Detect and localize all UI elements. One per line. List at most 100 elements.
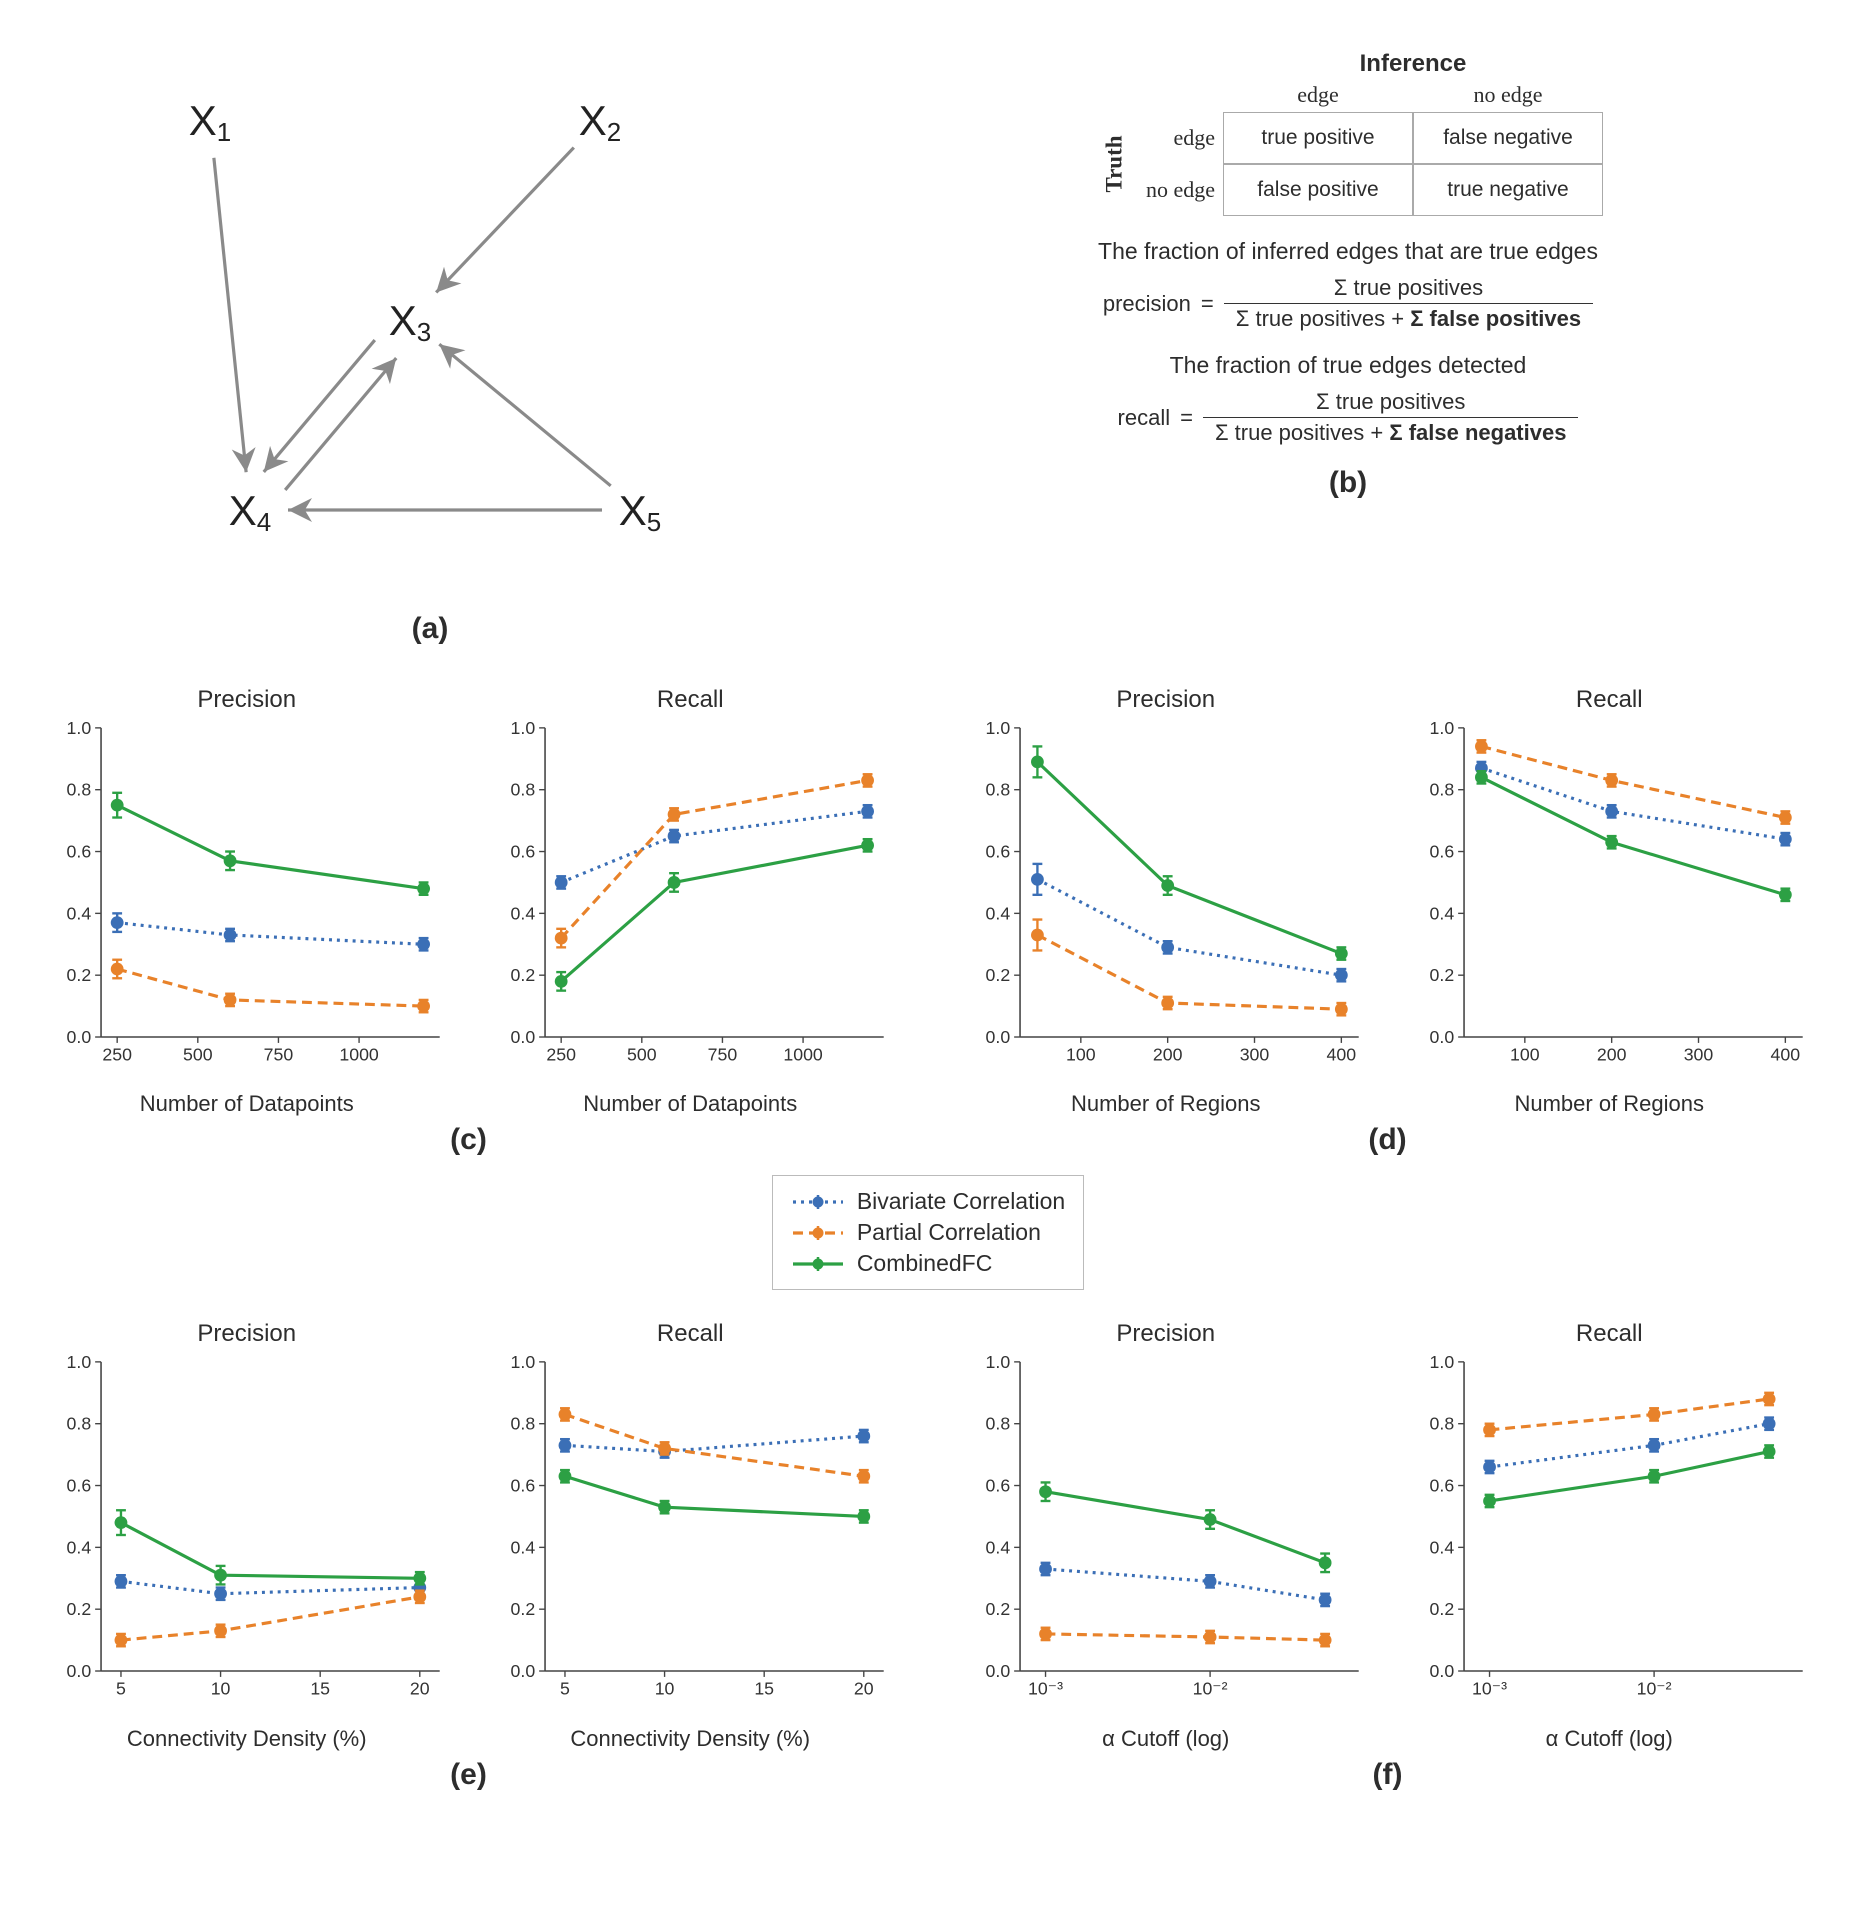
equals-sign: = xyxy=(1201,291,1214,317)
legend: Bivariate Correlation Partial Correlation… xyxy=(772,1175,1084,1290)
svg-text:0.0: 0.0 xyxy=(67,1661,92,1681)
confusion-row-1: no edge xyxy=(1137,164,1223,216)
svg-text:0.8: 0.8 xyxy=(1429,780,1454,800)
svg-text:0.4: 0.4 xyxy=(1429,1538,1454,1558)
svg-text:0.6: 0.6 xyxy=(1429,1476,1454,1496)
confusion-row-0: edge xyxy=(1137,112,1223,164)
svg-text:0.8: 0.8 xyxy=(986,1414,1011,1434)
confusion-cell-10: false positive xyxy=(1223,164,1413,216)
recall-formula: The fraction of true edges detected reca… xyxy=(880,352,1816,448)
confusion-cell-00: true positive xyxy=(1223,112,1413,164)
panel-e: Precision 0.00.20.40.60.81.05101520 Conn… xyxy=(40,1320,897,1791)
chart-title: Recall xyxy=(484,686,898,714)
plot: 0.00.20.40.60.81.010⁻³10⁻² xyxy=(1403,1354,1817,1718)
svg-text:5: 5 xyxy=(116,1679,126,1699)
svg-text:20: 20 xyxy=(410,1679,430,1699)
panel-e-label: (e) xyxy=(40,1758,897,1792)
x-axis-label: Number of Regions xyxy=(1403,1091,1817,1117)
svg-text:0.4: 0.4 xyxy=(1429,903,1454,923)
svg-text:0.2: 0.2 xyxy=(67,965,92,985)
svg-text:0.6: 0.6 xyxy=(986,842,1011,862)
svg-text:250: 250 xyxy=(102,1045,132,1065)
svg-text:X3: X3 xyxy=(389,297,431,348)
svg-text:1000: 1000 xyxy=(783,1045,823,1065)
legend-item: Partial Correlation xyxy=(791,1217,1065,1248)
svg-text:500: 500 xyxy=(183,1045,213,1065)
svg-text:0.2: 0.2 xyxy=(510,965,535,985)
confusion-matrix: Inference edge no edge Truth edge no e xyxy=(880,50,1816,216)
svg-text:0.2: 0.2 xyxy=(1429,1599,1454,1619)
svg-text:200: 200 xyxy=(1153,1045,1183,1065)
confusion-row-title: Truth xyxy=(1093,112,1137,216)
confusion-col-1: no edge xyxy=(1413,78,1603,112)
legend-label: Bivariate Correlation xyxy=(857,1188,1065,1215)
x-axis-label: Number of Datapoints xyxy=(484,1091,898,1117)
precision-denominator: Σ true positives + Σ false positives xyxy=(1224,303,1593,334)
svg-text:0.6: 0.6 xyxy=(510,1476,535,1496)
svg-text:0.4: 0.4 xyxy=(986,1538,1011,1558)
legend-item: CombinedFC xyxy=(791,1248,1065,1279)
svg-text:200: 200 xyxy=(1596,1045,1626,1065)
chart-d-precision: Precision 0.00.20.40.60.81.0100200300400… xyxy=(959,686,1373,1117)
svg-text:X2: X2 xyxy=(579,97,621,148)
svg-text:750: 750 xyxy=(707,1045,737,1065)
chart-e-precision: Precision 0.00.20.40.60.81.05101520 Conn… xyxy=(40,1320,454,1751)
svg-text:0.2: 0.2 xyxy=(986,1599,1011,1619)
svg-text:1.0: 1.0 xyxy=(1429,720,1454,738)
svg-text:0.2: 0.2 xyxy=(1429,965,1454,985)
precision-name: precision xyxy=(1103,291,1191,317)
svg-text:10: 10 xyxy=(654,1679,674,1699)
precision-desc: The fraction of inferred edges that are … xyxy=(880,238,1816,265)
svg-text:750: 750 xyxy=(264,1045,294,1065)
charts-row-cd: Precision 0.00.20.40.60.81.0250500750100… xyxy=(40,686,1816,1157)
recall-fraction: Σ true positives Σ true positives + Σ fa… xyxy=(1203,387,1579,448)
confusion-cell-01: false negative xyxy=(1413,112,1603,164)
svg-text:10⁻²: 10⁻² xyxy=(1636,1679,1671,1699)
plot: 0.00.20.40.60.81.02505007501000 xyxy=(484,720,898,1084)
plot: 0.00.20.40.60.81.0100200300400 xyxy=(959,720,1373,1084)
svg-text:1.0: 1.0 xyxy=(67,1354,92,1372)
chart-d-recall: Recall 0.00.20.40.60.81.0100200300400 Nu… xyxy=(1403,686,1817,1117)
x-axis-label: Connectivity Density (%) xyxy=(40,1726,454,1752)
svg-text:0.0: 0.0 xyxy=(510,1027,535,1047)
panel-d: Precision 0.00.20.40.60.81.0100200300400… xyxy=(959,686,1816,1157)
svg-text:250: 250 xyxy=(546,1045,576,1065)
svg-text:X4: X4 xyxy=(229,487,271,538)
x-axis-label: Connectivity Density (%) xyxy=(484,1726,898,1752)
svg-text:0.6: 0.6 xyxy=(1429,842,1454,862)
svg-text:0.6: 0.6 xyxy=(986,1476,1011,1496)
svg-text:0.8: 0.8 xyxy=(510,780,535,800)
panel-f-label: (f) xyxy=(959,1758,1816,1792)
precision-fraction: Σ true positives Σ true positives + Σ fa… xyxy=(1224,273,1593,334)
panel-b: Inference edge no edge Truth edge no e xyxy=(880,40,1816,646)
svg-text:300: 300 xyxy=(1683,1045,1713,1065)
panel-a: X1X2X3X4X5 (a) xyxy=(40,40,820,646)
panel-c: Precision 0.00.20.40.60.81.0250500750100… xyxy=(40,686,897,1157)
svg-text:1000: 1000 xyxy=(339,1045,379,1065)
svg-text:20: 20 xyxy=(853,1679,873,1699)
precision-formula: The fraction of inferred edges that are … xyxy=(880,238,1816,334)
svg-text:0.2: 0.2 xyxy=(67,1599,92,1619)
svg-text:0.8: 0.8 xyxy=(986,780,1011,800)
charts-row-ef: Precision 0.00.20.40.60.81.05101520 Conn… xyxy=(40,1320,1816,1791)
svg-text:10: 10 xyxy=(211,1679,231,1699)
svg-text:0.4: 0.4 xyxy=(986,903,1011,923)
chart-title: Precision xyxy=(959,1320,1373,1348)
recall-name: recall xyxy=(1118,405,1171,431)
svg-text:0.2: 0.2 xyxy=(510,1599,535,1619)
svg-text:0.0: 0.0 xyxy=(1429,1661,1454,1681)
svg-text:0.8: 0.8 xyxy=(1429,1414,1454,1434)
precision-numerator: Σ true positives xyxy=(1322,273,1495,303)
x-axis-label: α Cutoff (log) xyxy=(959,1726,1373,1752)
svg-text:1.0: 1.0 xyxy=(510,1354,535,1372)
legend-label: Partial Correlation xyxy=(857,1219,1041,1246)
svg-text:5: 5 xyxy=(560,1679,570,1699)
svg-text:X1: X1 xyxy=(189,97,231,148)
svg-text:400: 400 xyxy=(1770,1045,1800,1065)
chart-title: Recall xyxy=(1403,686,1817,714)
network-graph: X1X2X3X4X5 xyxy=(80,40,780,600)
chart-e-recall: Recall 0.00.20.40.60.81.05101520 Connect… xyxy=(484,1320,898,1751)
top-row: X1X2X3X4X5 (a) Inference edge no edge xyxy=(40,40,1816,646)
legend-item: Bivariate Correlation xyxy=(791,1186,1065,1217)
confusion-col-0: edge xyxy=(1223,78,1413,112)
